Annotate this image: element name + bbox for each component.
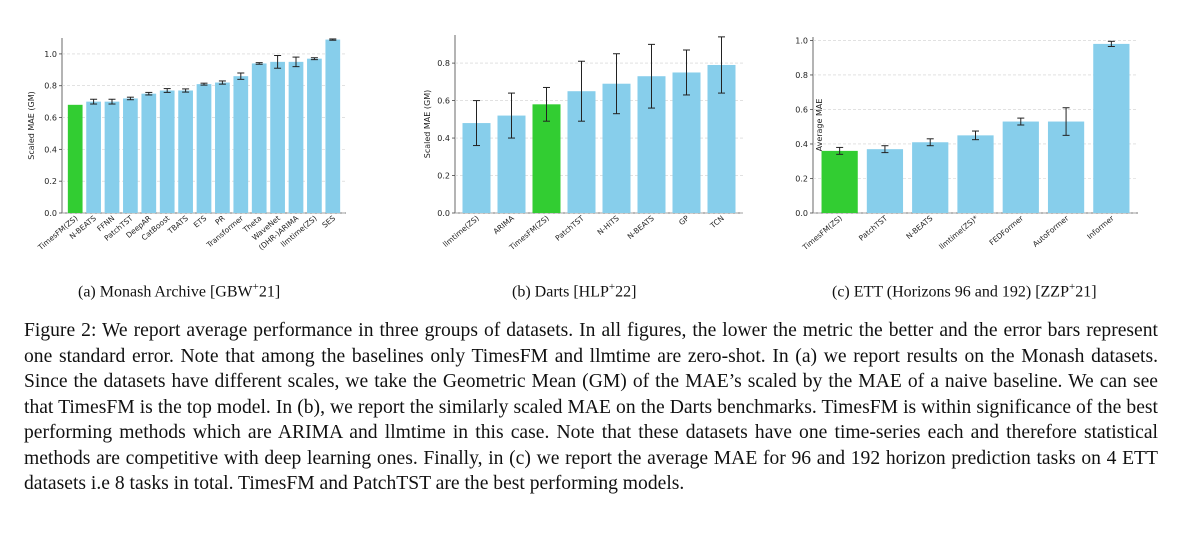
ett-category-label: AutoFormer — [1031, 213, 1071, 249]
monash-ytick-label: 0.6 — [44, 114, 57, 123]
monash-bar — [141, 93, 157, 213]
monash-bar — [270, 61, 285, 214]
caption-a-tail: 21] — [258, 283, 281, 301]
monash-bar — [159, 90, 175, 213]
ett-bar — [1047, 121, 1085, 213]
ett-ylabel: Average MAE — [815, 99, 824, 152]
darts-ytick-label: 0.8 — [437, 59, 450, 68]
ett-category-label: TimesFM(ZS) — [800, 214, 844, 253]
monash-ytick-label: 0.4 — [44, 145, 57, 154]
monash-ytick-label: 1.0 — [44, 50, 57, 59]
caption-b: (b) Darts [HLP+22] — [512, 281, 636, 301]
darts-bar — [532, 104, 561, 213]
monash-ylabel: Scaled MAE (GM) — [27, 91, 36, 159]
caption-a-label: (a) Monash Archive [GBW — [78, 283, 253, 301]
monash-ytick-label: 0.2 — [44, 177, 57, 186]
caption-c-label: (c) ETT (Horizons 96 and 192) [ZZP — [832, 283, 1069, 301]
monash-ytick-label: 0.8 — [44, 82, 57, 91]
darts-category-label: llmtime(ZS) — [441, 214, 481, 249]
figure-caption: Figure 2: We report average performance … — [24, 318, 1158, 497]
monash-bar — [196, 84, 212, 214]
monash-bar — [178, 90, 193, 213]
ett-bar — [821, 150, 858, 213]
darts-ytick-label: 0.6 — [437, 97, 450, 106]
darts-ytick-label: 0.0 — [437, 209, 450, 218]
ett-category-label: Informer — [1085, 213, 1116, 241]
darts-category-label: ARIMA — [491, 213, 516, 236]
monash-category-label: TBATS — [165, 213, 190, 236]
figure-charts: 0.0 0.2 0.4 0.6 0.8 1.0 Scaled MAE (GM) TimesFM… — [27, 35, 1138, 253]
ett-bar — [912, 142, 949, 213]
darts-category-label: TCN — [708, 214, 726, 231]
ett-ytick-label: 0.0 — [795, 209, 808, 218]
monash-bar — [86, 101, 101, 213]
monash-bar — [307, 58, 322, 213]
ett-category-label: llmtime(ZS)* — [937, 213, 980, 251]
ett-category-label: PatchTST — [857, 213, 890, 242]
darts-category-label: GP — [677, 213, 691, 227]
ett-bar — [1002, 121, 1039, 213]
darts-category-label: N-HiTS — [596, 213, 621, 236]
caption-b-label: (b) Darts [HLP — [512, 283, 609, 301]
ett-bar — [957, 135, 994, 213]
ett-category-label: FEDFormer — [988, 213, 1026, 247]
darts-category-label: PatchTST — [554, 213, 587, 242]
ett-ytick-label: 1.0 — [795, 36, 808, 45]
caption-a: (a) Monash Archive [GBW+21] — [78, 281, 280, 301]
ett-ytick-label: 0.4 — [795, 140, 808, 149]
monash-bar — [215, 82, 230, 213]
monash-category-label: SES — [320, 213, 337, 229]
caption-c-tail: 21] — [1075, 283, 1097, 301]
ett-bar — [1093, 43, 1130, 213]
ett-bar — [866, 149, 904, 213]
monash-bar — [288, 61, 304, 214]
caption-b-sup: + — [608, 281, 616, 293]
darts-ylabel: Scaled MAE (GM) — [423, 90, 432, 158]
ett-category-label: N-BEATS — [904, 213, 934, 241]
darts-bar — [672, 72, 701, 213]
monash-bar — [251, 63, 267, 213]
darts-category-label: N-BEATS — [626, 213, 656, 241]
ett-ytick-label: 0.6 — [795, 105, 808, 114]
monash-bar — [104, 101, 120, 213]
darts-ytick-label: 0.2 — [437, 172, 450, 181]
monash-bar — [233, 76, 249, 213]
caption-c: (c) ETT (Horizons 96 and 192) [ZZP+21] — [832, 281, 1097, 301]
caption-c-sup: + — [1068, 281, 1076, 293]
caption-a-sup: + — [252, 281, 259, 293]
ett-ytick-label: 0.8 — [795, 71, 808, 80]
monash-bar — [123, 98, 138, 213]
ett-ytick-label: 0.2 — [795, 174, 808, 183]
monash-category-label: ETS — [192, 213, 209, 229]
monash-bar — [67, 104, 83, 213]
caption-b-tail: 22] — [615, 283, 637, 301]
monash-ytick-label: 0.0 — [44, 209, 57, 218]
monash-bar — [325, 39, 341, 213]
darts-ytick-label: 0.4 — [437, 134, 450, 143]
figure-caption-text: Figure 2: We report average performance … — [24, 320, 1158, 494]
